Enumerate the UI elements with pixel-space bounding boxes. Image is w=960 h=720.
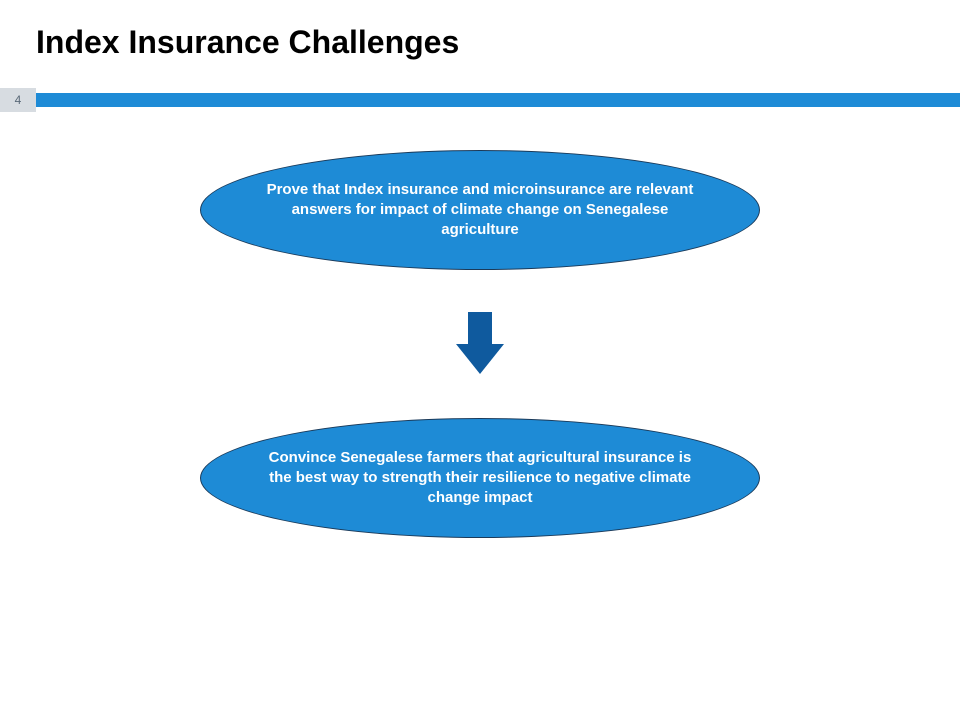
challenge-bubble-1: Prove that Index insurance and microinsu… xyxy=(200,150,760,270)
challenge-bubble-2: Convince Senegalese farmers that agricul… xyxy=(200,418,760,538)
challenge-bubble-2-text: Convince Senegalese farmers that agricul… xyxy=(261,448,699,509)
challenge-bubble-1-text: Prove that Index insurance and microinsu… xyxy=(261,180,699,241)
page-number-tab: 4 xyxy=(0,88,36,112)
header-bar: 4 xyxy=(0,88,960,112)
page-title: Index Insurance Challenges xyxy=(36,24,459,61)
diagram-content: Prove that Index insurance and microinsu… xyxy=(0,150,960,538)
header-accent-bar xyxy=(36,93,960,107)
down-arrow-icon xyxy=(456,312,504,376)
